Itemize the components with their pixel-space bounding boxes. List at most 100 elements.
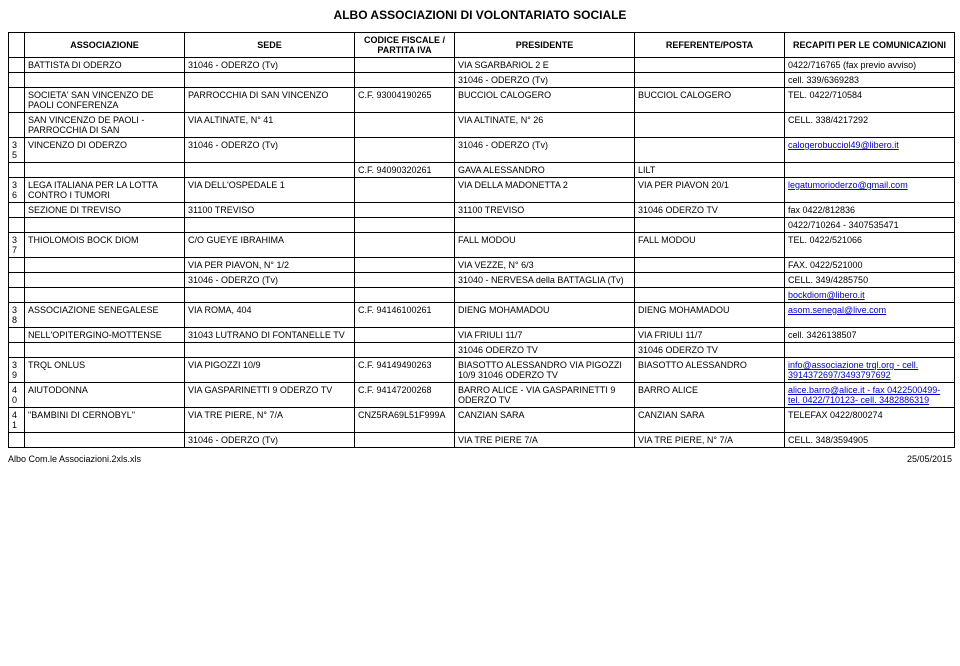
cell-num: 39 xyxy=(9,358,25,383)
cell-num xyxy=(9,58,25,73)
cell-assoc xyxy=(25,288,185,303)
cell-pres: FALL MODOU xyxy=(455,233,635,258)
cell-pres: VIA VEZZE, N° 6/3 xyxy=(455,258,635,273)
table-row: 40AIUTODONNAVIA GASPARINETTI 9 ODERZO TV… xyxy=(9,383,955,408)
header-pres: PRESIDENTE xyxy=(455,33,635,58)
table-row: BATTISTA DI ODERZO31046 - ODERZO (Tv)VIA… xyxy=(9,58,955,73)
cell-pres: BARRO ALICE - VIA GASPARINETTI 9 ODERZO … xyxy=(455,383,635,408)
cell-sede: VIA ALTINATE, N° 41 xyxy=(185,113,355,138)
cell-sede xyxy=(185,218,355,233)
cell-contact: cell. 339/6369283 xyxy=(785,73,955,88)
contact-link[interactable]: info@associazione trql.org - cell. 39143… xyxy=(788,360,918,380)
cell-pres: GAVA ALESSANDRO xyxy=(455,163,635,178)
cell-cf xyxy=(355,178,455,203)
cell-sede: 31046 - ODERZO (Tv) xyxy=(185,58,355,73)
header-ref: REFERENTE/POSTA xyxy=(635,33,785,58)
cell-num xyxy=(9,328,25,343)
cell-ref xyxy=(635,73,785,88)
cell-cf xyxy=(355,273,455,288)
contact-link[interactable]: bockdiom@libero.it xyxy=(788,290,865,300)
cell-sede: VIA ROMA, 404 xyxy=(185,303,355,328)
table-row: 35VINCENZO DI ODERZO31046 - ODERZO (Tv)3… xyxy=(9,138,955,163)
cell-cf xyxy=(355,113,455,138)
contact-link[interactable]: asom.senegal@live.com xyxy=(788,305,886,315)
cell-sede: 31046 - ODERZO (Tv) xyxy=(185,433,355,448)
cell-ref: FALL MODOU xyxy=(635,233,785,258)
cell-sede: VIA DELL'OSPEDALE 1 xyxy=(185,178,355,203)
cell-ref xyxy=(635,288,785,303)
cell-contact: calogerobucciol49@libero.it xyxy=(785,138,955,163)
associations-table: ASSOCIAZIONE SEDE CODICE FISCALE / PARTI… xyxy=(8,32,955,448)
cell-assoc: "BAMBINI DI CERNOBYL" xyxy=(25,408,185,433)
footer-date: 25/05/2015 xyxy=(907,454,952,464)
cell-ref xyxy=(635,273,785,288)
cell-assoc: NELL'OPITERGINO-MOTTENSE xyxy=(25,328,185,343)
cell-assoc: BATTISTA DI ODERZO xyxy=(25,58,185,73)
header-cf: CODICE FISCALE / PARTITA IVA xyxy=(355,33,455,58)
cell-assoc: SAN VINCENZO DE PAOLI - PARROCCHIA DI SA… xyxy=(25,113,185,138)
cell-cf: C.F. 94147200268 xyxy=(355,383,455,408)
cell-ref xyxy=(635,138,785,163)
table-row: SEZIONE DI TREVISO31100 TREVISO31100 TRE… xyxy=(9,203,955,218)
header-assoc: ASSOCIAZIONE xyxy=(25,33,185,58)
cell-cf xyxy=(355,288,455,303)
table-row: 37THIOLOMOIS BOCK DIOMC/O GUEYE IBRAHIMA… xyxy=(9,233,955,258)
cell-ref: CANZIAN SARA xyxy=(635,408,785,433)
cell-ref: VIA TRE PIERE, N° 7/A xyxy=(635,433,785,448)
cell-ref: 31046 ODERZO TV xyxy=(635,203,785,218)
cell-assoc: THIOLOMOIS BOCK DIOM xyxy=(25,233,185,258)
cell-cf xyxy=(355,258,455,273)
cell-ref: BUCCIOL CALOGERO xyxy=(635,88,785,113)
cell-num xyxy=(9,343,25,358)
cell-ref: VIA PER PIAVON 20/1 xyxy=(635,178,785,203)
cell-num xyxy=(9,258,25,273)
cell-contact: alice.barro@alice.it - fax 0422500499- t… xyxy=(785,383,955,408)
cell-contact: legatumorioderzo@gmail.com xyxy=(785,178,955,203)
cell-pres: 31100 TREVISO xyxy=(455,203,635,218)
table-row: SAN VINCENZO DE PAOLI - PARROCCHIA DI SA… xyxy=(9,113,955,138)
cell-cf xyxy=(355,218,455,233)
cell-contact xyxy=(785,343,955,358)
contact-link[interactable]: legatumorioderzo@gmail.com xyxy=(788,180,908,190)
cell-num xyxy=(9,88,25,113)
cell-assoc xyxy=(25,163,185,178)
contact-link[interactable]: alice.barro@alice.it - fax 0422500499- t… xyxy=(788,385,940,405)
contact-link[interactable]: calogerobucciol49@libero.it xyxy=(788,140,899,150)
cell-num xyxy=(9,113,25,138)
cell-assoc xyxy=(25,73,185,88)
cell-sede: 31046 - ODERZO (Tv) xyxy=(185,138,355,163)
cell-num: 40 xyxy=(9,383,25,408)
cell-ref: BIASOTTO ALESSANDRO xyxy=(635,358,785,383)
cell-contact: CELL. 338/4217292 xyxy=(785,113,955,138)
cell-sede: PARROCCHIA DI SAN VINCENZO xyxy=(185,88,355,113)
cell-cf: CNZ5RA69L51F999A xyxy=(355,408,455,433)
cell-contact: TEL. 0422/710584 xyxy=(785,88,955,113)
cell-assoc: SEZIONE DI TREVISO xyxy=(25,203,185,218)
table-row: 31046 - ODERZO (Tv)VIA TRE PIERE 7/AVIA … xyxy=(9,433,955,448)
cell-ref xyxy=(635,113,785,138)
cell-contact: FAX. 0422/521000 xyxy=(785,258,955,273)
cell-sede: C/O GUEYE IBRAHIMA xyxy=(185,233,355,258)
cell-sede: VIA PER PIAVON, N° 1/2 xyxy=(185,258,355,273)
cell-sede: VIA PIGOZZI 10/9 xyxy=(185,358,355,383)
cell-cf xyxy=(355,233,455,258)
cell-ref: BARRO ALICE xyxy=(635,383,785,408)
cell-assoc xyxy=(25,343,185,358)
cell-pres: 31046 - ODERZO (Tv) xyxy=(455,73,635,88)
cell-contact: info@associazione trql.org - cell. 39143… xyxy=(785,358,955,383)
cell-ref xyxy=(635,218,785,233)
cell-num xyxy=(9,163,25,178)
header-sede: SEDE xyxy=(185,33,355,58)
cell-pres: 31046 ODERZO TV xyxy=(455,343,635,358)
cell-contact: fax 0422/812836 xyxy=(785,203,955,218)
cell-num xyxy=(9,218,25,233)
cell-sede: 31100 TREVISO xyxy=(185,203,355,218)
cell-num: 38 xyxy=(9,303,25,328)
cell-pres: CANZIAN SARA xyxy=(455,408,635,433)
table-row: 41"BAMBINI DI CERNOBYL"VIA TRE PIERE, N°… xyxy=(9,408,955,433)
cell-cf xyxy=(355,328,455,343)
cell-assoc: SOCIETA' SAN VINCENZO DE PAOLI CONFERENZ… xyxy=(25,88,185,113)
cell-assoc xyxy=(25,258,185,273)
cell-assoc xyxy=(25,433,185,448)
cell-contact: 0422/710264 - 3407535471 xyxy=(785,218,955,233)
